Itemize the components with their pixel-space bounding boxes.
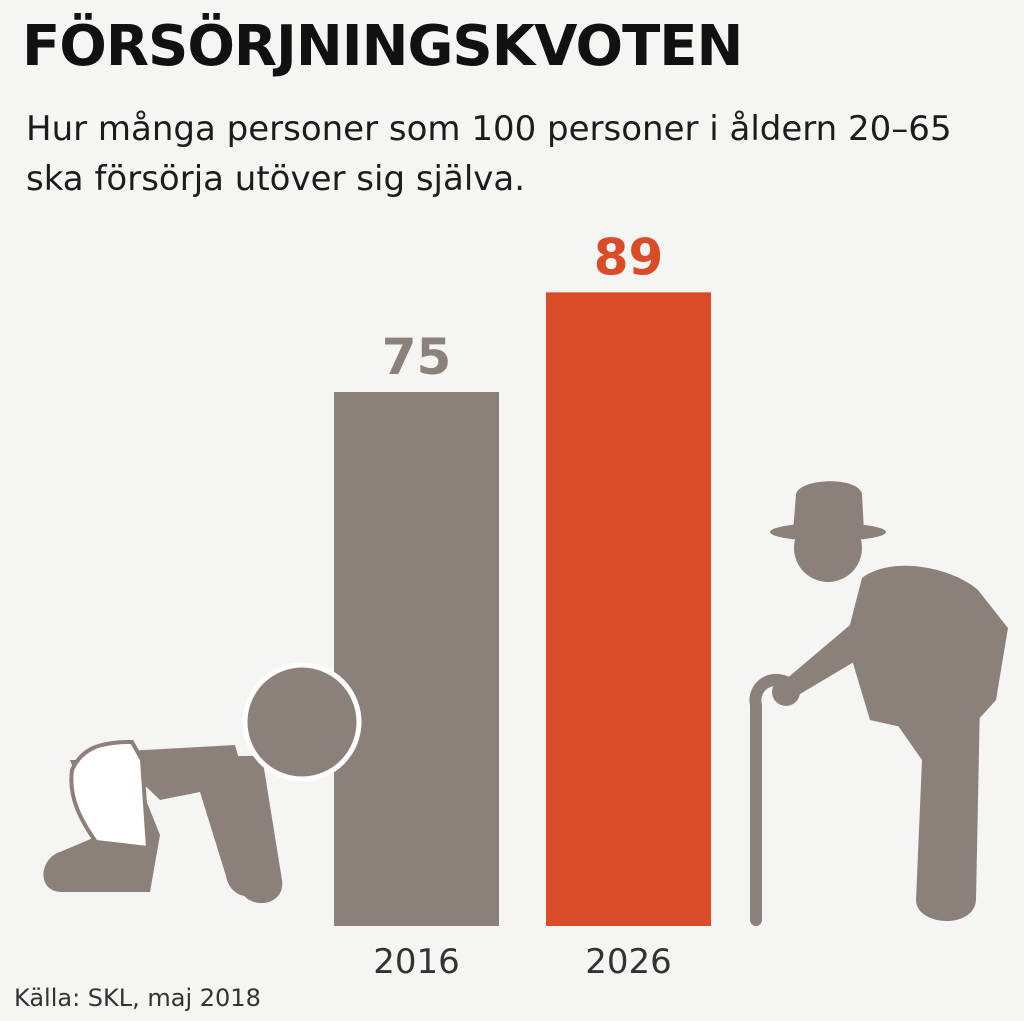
baby-arm (228, 756, 283, 904)
man-head (794, 514, 862, 582)
category-label-2016: 2016 (373, 942, 460, 982)
bar-chart: 75 2016 89 2026 (43, 228, 1008, 982)
elderly-man-with-cane-icon (749, 481, 1008, 926)
baby-diaper (69, 739, 151, 851)
bars-group: 75 2016 89 2026 (334, 228, 711, 982)
baby-head (242, 662, 362, 782)
chart-title: FÖRSÖRJNINGSKVOTEN (22, 14, 743, 79)
man-legs (880, 700, 980, 922)
chart-subtitle: Hur många personer som 100 personer i ål… (26, 109, 952, 199)
value-label-2016: 75 (382, 328, 452, 386)
category-label-2026: 2026 (585, 942, 672, 982)
crawling-baby-icon (43, 739, 283, 904)
value-label-2026: 89 (594, 228, 664, 286)
man-torso (846, 565, 1008, 740)
cane (749, 673, 796, 926)
bar-2026 (546, 292, 711, 926)
bar-2016 (334, 392, 499, 926)
source-note: Källa: SKL, maj 2018 (14, 984, 261, 1012)
man-arm (778, 612, 884, 700)
